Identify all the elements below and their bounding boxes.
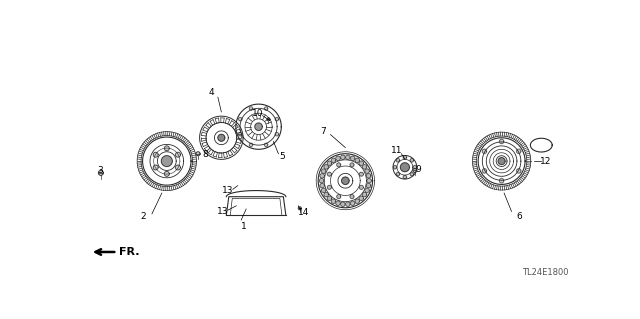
Polygon shape bbox=[321, 169, 326, 173]
Polygon shape bbox=[355, 199, 360, 204]
Text: 7: 7 bbox=[320, 127, 326, 136]
Polygon shape bbox=[410, 159, 413, 162]
Polygon shape bbox=[362, 192, 367, 197]
Polygon shape bbox=[367, 179, 371, 183]
Polygon shape bbox=[403, 156, 406, 159]
Polygon shape bbox=[239, 132, 242, 136]
Polygon shape bbox=[327, 161, 332, 166]
Polygon shape bbox=[360, 185, 364, 189]
Polygon shape bbox=[332, 199, 336, 204]
Polygon shape bbox=[298, 207, 301, 210]
Text: 9: 9 bbox=[415, 165, 421, 174]
Text: 14: 14 bbox=[298, 208, 309, 217]
Polygon shape bbox=[403, 175, 406, 179]
Polygon shape bbox=[275, 117, 278, 121]
Polygon shape bbox=[267, 118, 270, 121]
Polygon shape bbox=[351, 201, 355, 205]
Text: 1: 1 bbox=[241, 222, 246, 231]
Text: 12: 12 bbox=[540, 157, 551, 166]
Polygon shape bbox=[350, 163, 354, 167]
Polygon shape bbox=[99, 170, 103, 175]
Polygon shape bbox=[499, 179, 504, 183]
Polygon shape bbox=[413, 168, 417, 172]
Text: 11: 11 bbox=[390, 146, 402, 155]
Polygon shape bbox=[396, 173, 399, 176]
Text: 2: 2 bbox=[141, 212, 147, 221]
Polygon shape bbox=[499, 139, 504, 144]
Polygon shape bbox=[401, 163, 410, 172]
Polygon shape bbox=[218, 134, 225, 141]
Text: 3: 3 bbox=[97, 167, 102, 175]
Polygon shape bbox=[346, 155, 350, 160]
Polygon shape bbox=[393, 166, 397, 169]
Polygon shape bbox=[321, 188, 326, 193]
Polygon shape bbox=[365, 188, 369, 193]
Text: 5: 5 bbox=[280, 152, 285, 161]
Polygon shape bbox=[175, 165, 180, 170]
Polygon shape bbox=[239, 117, 242, 121]
Polygon shape bbox=[498, 158, 505, 165]
Text: 13: 13 bbox=[222, 186, 234, 195]
Polygon shape bbox=[164, 171, 169, 176]
Polygon shape bbox=[337, 195, 340, 199]
Text: FR.: FR. bbox=[118, 247, 139, 257]
Polygon shape bbox=[359, 161, 364, 166]
Polygon shape bbox=[362, 165, 367, 169]
Polygon shape bbox=[264, 143, 268, 147]
Polygon shape bbox=[264, 107, 268, 110]
Polygon shape bbox=[319, 179, 324, 183]
Polygon shape bbox=[275, 132, 278, 136]
Polygon shape bbox=[164, 146, 169, 151]
Polygon shape bbox=[328, 185, 332, 189]
Polygon shape bbox=[359, 196, 364, 200]
Polygon shape bbox=[366, 174, 371, 178]
Polygon shape bbox=[483, 149, 486, 153]
Polygon shape bbox=[161, 156, 172, 167]
Polygon shape bbox=[336, 201, 340, 205]
Text: 13: 13 bbox=[217, 207, 228, 216]
Polygon shape bbox=[328, 172, 332, 176]
Polygon shape bbox=[337, 163, 340, 167]
Polygon shape bbox=[249, 107, 253, 110]
Text: 4: 4 bbox=[209, 88, 214, 97]
Polygon shape bbox=[336, 156, 340, 160]
Polygon shape bbox=[327, 196, 332, 200]
Polygon shape bbox=[175, 152, 180, 157]
Polygon shape bbox=[255, 123, 262, 130]
Polygon shape bbox=[346, 202, 350, 206]
Text: 8: 8 bbox=[202, 151, 208, 160]
Polygon shape bbox=[324, 165, 328, 169]
Polygon shape bbox=[360, 172, 364, 176]
Polygon shape bbox=[516, 169, 521, 173]
Polygon shape bbox=[483, 169, 486, 173]
Polygon shape bbox=[342, 177, 349, 184]
Polygon shape bbox=[153, 152, 158, 157]
Text: 10: 10 bbox=[252, 109, 263, 118]
Polygon shape bbox=[516, 149, 521, 153]
Polygon shape bbox=[413, 166, 417, 169]
Polygon shape bbox=[396, 159, 399, 162]
Polygon shape bbox=[332, 158, 336, 163]
Polygon shape bbox=[350, 195, 354, 199]
Polygon shape bbox=[351, 156, 355, 160]
Text: 6: 6 bbox=[516, 212, 522, 221]
Polygon shape bbox=[196, 152, 200, 156]
Polygon shape bbox=[324, 192, 328, 197]
Polygon shape bbox=[340, 155, 345, 160]
Text: TL24E1800: TL24E1800 bbox=[522, 268, 568, 277]
Polygon shape bbox=[366, 183, 371, 188]
Polygon shape bbox=[153, 165, 158, 170]
Polygon shape bbox=[320, 183, 324, 188]
Polygon shape bbox=[249, 143, 253, 147]
Polygon shape bbox=[320, 174, 324, 178]
Polygon shape bbox=[355, 158, 360, 163]
Polygon shape bbox=[340, 202, 345, 206]
Polygon shape bbox=[410, 173, 413, 176]
Polygon shape bbox=[365, 169, 369, 173]
